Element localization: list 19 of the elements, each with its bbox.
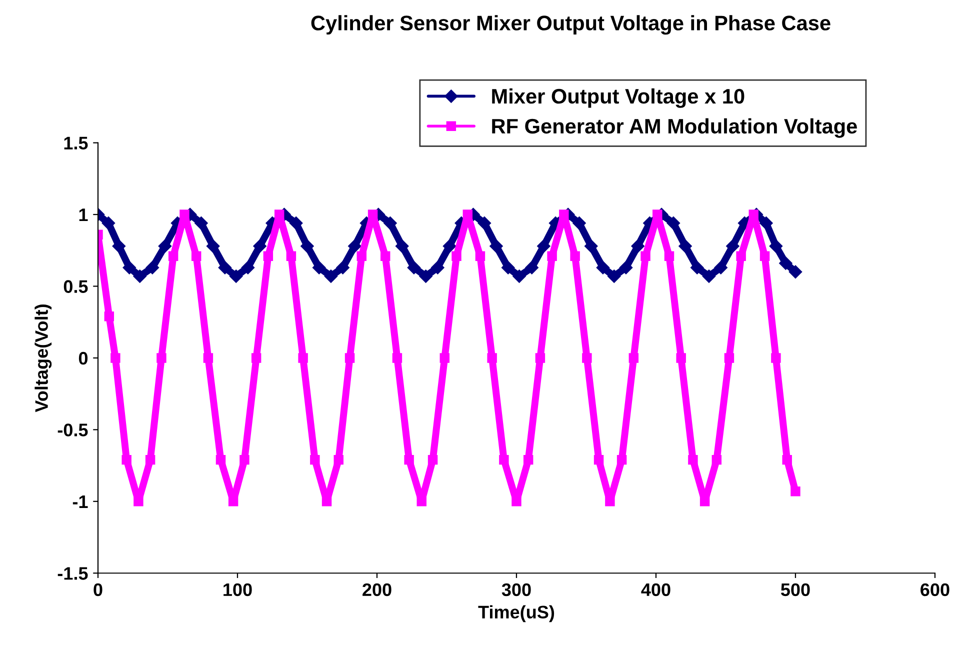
y-tick-label: -1.5 — [58, 567, 88, 580]
chart-title: Cylinder Sensor Mixer Output Voltage in Phase Case — [311, 15, 830, 35]
y-axis-title: Voltage(Volt) — [34, 304, 52, 412]
x-tick-label: 200 — [362, 583, 392, 596]
y-tick-label: 0.5 — [64, 280, 88, 293]
x-tick-label: 600 — [920, 583, 950, 596]
x-tick-label: 0 — [94, 583, 102, 596]
y-tick-label: 0 — [78, 352, 88, 365]
y-tick-label: 1 — [79, 208, 88, 222]
x-tick-label: 100 — [224, 583, 252, 596]
y-tick-label: -0.5 — [58, 424, 88, 436]
y-tick-label: -1 — [72, 496, 88, 508]
legend-label: Mixer Output Voltage x 10 — [492, 88, 744, 108]
x-tick-label: 400 — [641, 583, 670, 596]
legend-label: RF Generator AM Modulation Voltage — [492, 118, 857, 138]
x-axis-title: Time(uS) — [478, 605, 554, 622]
x-tick-label: 300 — [502, 583, 531, 596]
x-tick-label: 500 — [780, 583, 810, 596]
y-tick-label: 1.5 — [64, 136, 88, 150]
